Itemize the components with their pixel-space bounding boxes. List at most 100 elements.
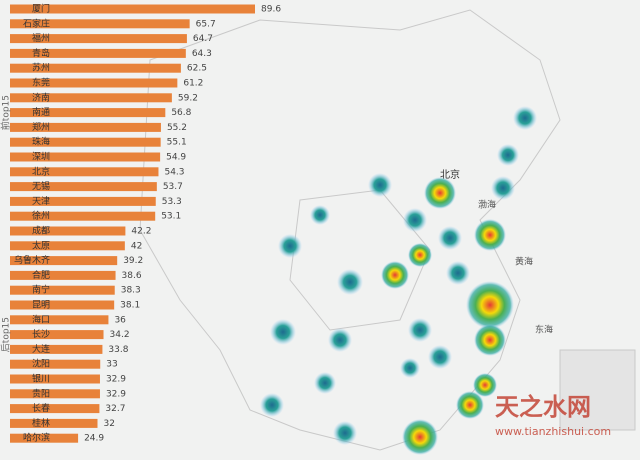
value-label: 36 — [114, 315, 126, 325]
category-label: 北京 — [32, 165, 50, 177]
category-label: 桂林 — [32, 417, 50, 429]
category-label: 苏州 — [32, 62, 50, 74]
category-label: 珠海 — [32, 136, 50, 148]
bar — [10, 359, 101, 369]
category-label: 天津 — [32, 196, 50, 207]
value-label: 32.9 — [106, 389, 126, 399]
bar — [10, 93, 172, 103]
map-label: 渤海 — [478, 199, 496, 211]
category-label: 贵阳 — [32, 387, 50, 399]
category-label: 石家庄 — [23, 17, 50, 29]
value-label: 38.3 — [121, 286, 141, 296]
category-label: 青岛 — [32, 47, 50, 59]
category-label: 长春 — [32, 402, 50, 414]
bar — [10, 374, 100, 384]
value-label: 32.7 — [105, 404, 125, 414]
bar — [10, 122, 161, 132]
category-label: 深圳 — [32, 152, 50, 163]
bar — [10, 270, 116, 280]
category-label: 银川 — [32, 373, 50, 385]
value-label: 89.6 — [261, 5, 281, 15]
category-label: 长沙 — [32, 328, 50, 340]
heat-spots — [260, 106, 537, 455]
category-label: 太原 — [32, 239, 50, 251]
category-label: 无锡 — [32, 181, 50, 192]
category-label: 东莞 — [32, 77, 50, 89]
bar — [10, 211, 156, 221]
bar — [10, 300, 115, 310]
bar — [10, 48, 186, 58]
value-label: 32 — [104, 419, 115, 429]
bar-chart: 厦门 89.6 石家庄 65.7 福州 64.7 青岛 64.3 苏州 62.5 东莞 61.2 济南 5… — [0, 3, 281, 444]
value-label: 33.8 — [108, 345, 128, 355]
value-label: 53.1 — [161, 212, 181, 222]
value-label: 42 — [131, 241, 142, 251]
bar — [10, 256, 118, 266]
category-label: 徐州 — [32, 210, 50, 222]
value-label: 42.2 — [131, 227, 151, 237]
bar — [10, 19, 190, 29]
watermark-url: www.tianzhishui.com — [495, 425, 611, 438]
category-label: 哈尔滨 — [23, 432, 50, 444]
category-label: 乌鲁木齐 — [14, 254, 50, 266]
value-label: 38.6 — [122, 271, 142, 281]
category-label: 合肥 — [32, 269, 50, 281]
category-label: 郑州 — [32, 121, 50, 133]
group-label: 前top15 — [0, 95, 12, 130]
bar — [10, 167, 159, 177]
value-label: 53.3 — [162, 197, 182, 207]
category-label: 沈阳 — [32, 358, 50, 370]
bar — [10, 152, 161, 162]
value-label: 54.9 — [166, 153, 186, 163]
value-label: 65.7 — [196, 19, 216, 29]
value-label: 62.5 — [187, 64, 207, 74]
map-label: 黄海 — [515, 256, 533, 268]
bar — [10, 315, 109, 325]
value-label: 24.9 — [84, 434, 104, 444]
bar — [10, 241, 125, 251]
map-outline — [139, 9, 636, 451]
bar — [10, 4, 255, 14]
category-label: 济南 — [32, 91, 50, 103]
bar — [10, 404, 100, 414]
category-label: 昆明 — [32, 300, 50, 311]
bar — [10, 182, 157, 192]
bar — [10, 418, 98, 428]
category-label: 厦门 — [32, 3, 50, 15]
value-label: 59.2 — [178, 93, 198, 103]
value-label: 34.2 — [110, 330, 130, 340]
bar — [10, 389, 100, 399]
value-label: 56.8 — [171, 108, 191, 118]
value-label: 61.2 — [183, 79, 203, 89]
bar — [10, 433, 79, 443]
value-label: 64.7 — [193, 34, 213, 44]
map-label: 东海 — [535, 324, 553, 336]
bar — [10, 285, 115, 295]
group-label: 后top15 — [1, 317, 12, 352]
value-label: 32.9 — [106, 375, 126, 385]
value-label: 55.1 — [167, 138, 187, 148]
category-label: 南宁 — [32, 284, 50, 296]
bar — [10, 226, 126, 236]
bar — [10, 34, 187, 44]
value-label: 39.2 — [123, 256, 143, 266]
category-label: 南通 — [32, 106, 50, 118]
value-label: 64.3 — [192, 49, 212, 59]
map-label: 北京 — [440, 168, 460, 181]
value-label: 53.7 — [163, 182, 183, 192]
value-label: 33 — [106, 360, 117, 370]
value-label: 38.1 — [120, 301, 140, 311]
bar — [10, 196, 156, 206]
category-label: 海口 — [32, 313, 50, 325]
bar — [10, 344, 103, 354]
value-label: 54.3 — [164, 167, 184, 177]
bar — [10, 78, 178, 88]
bar — [10, 330, 104, 340]
bar — [10, 137, 161, 147]
value-label: 55.2 — [167, 123, 187, 133]
bar — [10, 63, 181, 73]
category-label: 福州 — [32, 32, 50, 44]
category-label: 大连 — [32, 343, 50, 355]
bar — [10, 108, 166, 118]
